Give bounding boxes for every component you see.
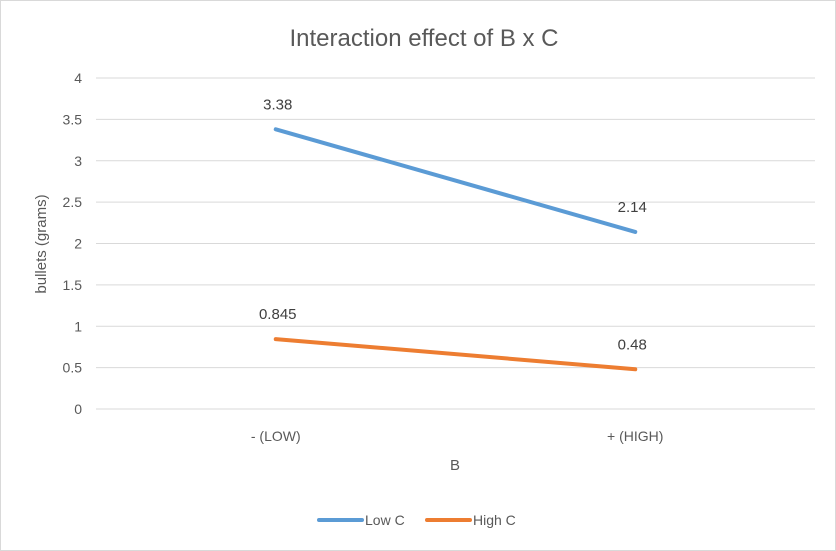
y-tick-label: 1.5 — [63, 277, 83, 293]
data-label: 2.14 — [618, 199, 647, 216]
y-tick-label: 2.5 — [63, 194, 83, 210]
y-tick-label: 4 — [74, 70, 82, 86]
y-tick-label: 3 — [74, 153, 82, 169]
data-label: 0.845 — [259, 306, 297, 323]
y-axis-ticks: 0 0.5 1 1.5 2 2.5 3 3.5 4 — [63, 70, 83, 417]
y-tick-label: 3.5 — [63, 111, 83, 127]
x-tick-label: - (LOW) — [251, 428, 301, 444]
legend: Low C High C — [317, 512, 516, 528]
legend-label: High C — [473, 512, 516, 528]
series-line-high-c — [273, 337, 638, 372]
data-label: 3.38 — [263, 96, 292, 113]
legend-label: Low C — [365, 512, 405, 528]
series-line-low-c — [273, 127, 638, 234]
y-tick-label: 0.5 — [63, 360, 83, 376]
series-lines — [273, 127, 638, 372]
data-label: 0.48 — [618, 336, 647, 353]
y-axis-title: bullets (grams) — [33, 194, 50, 293]
y-tick-label: 2 — [74, 236, 82, 252]
x-axis-ticks: - (LOW) + (HIGH) — [251, 428, 664, 444]
y-tick-label: 1 — [74, 318, 82, 334]
x-axis-title: B — [450, 457, 460, 474]
gridlines — [96, 77, 815, 410]
x-tick-label: + (HIGH) — [607, 428, 663, 444]
y-tick-label: 0 — [74, 401, 82, 417]
chart-title: Interaction effect of B x C — [289, 25, 558, 52]
data-labels: 3.38 2.14 0.845 0.48 — [259, 96, 647, 353]
